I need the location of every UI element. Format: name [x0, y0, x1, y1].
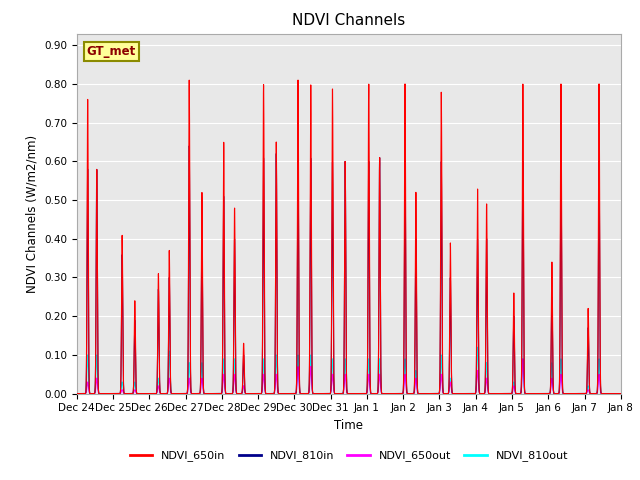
Y-axis label: NDVI Channels (W/m2/nm): NDVI Channels (W/m2/nm) — [26, 134, 38, 293]
X-axis label: Time: Time — [334, 419, 364, 432]
Text: GT_met: GT_met — [86, 45, 136, 58]
Legend: NDVI_650in, NDVI_810in, NDVI_650out, NDVI_810out: NDVI_650in, NDVI_810in, NDVI_650out, NDV… — [125, 446, 572, 466]
Title: NDVI Channels: NDVI Channels — [292, 13, 405, 28]
